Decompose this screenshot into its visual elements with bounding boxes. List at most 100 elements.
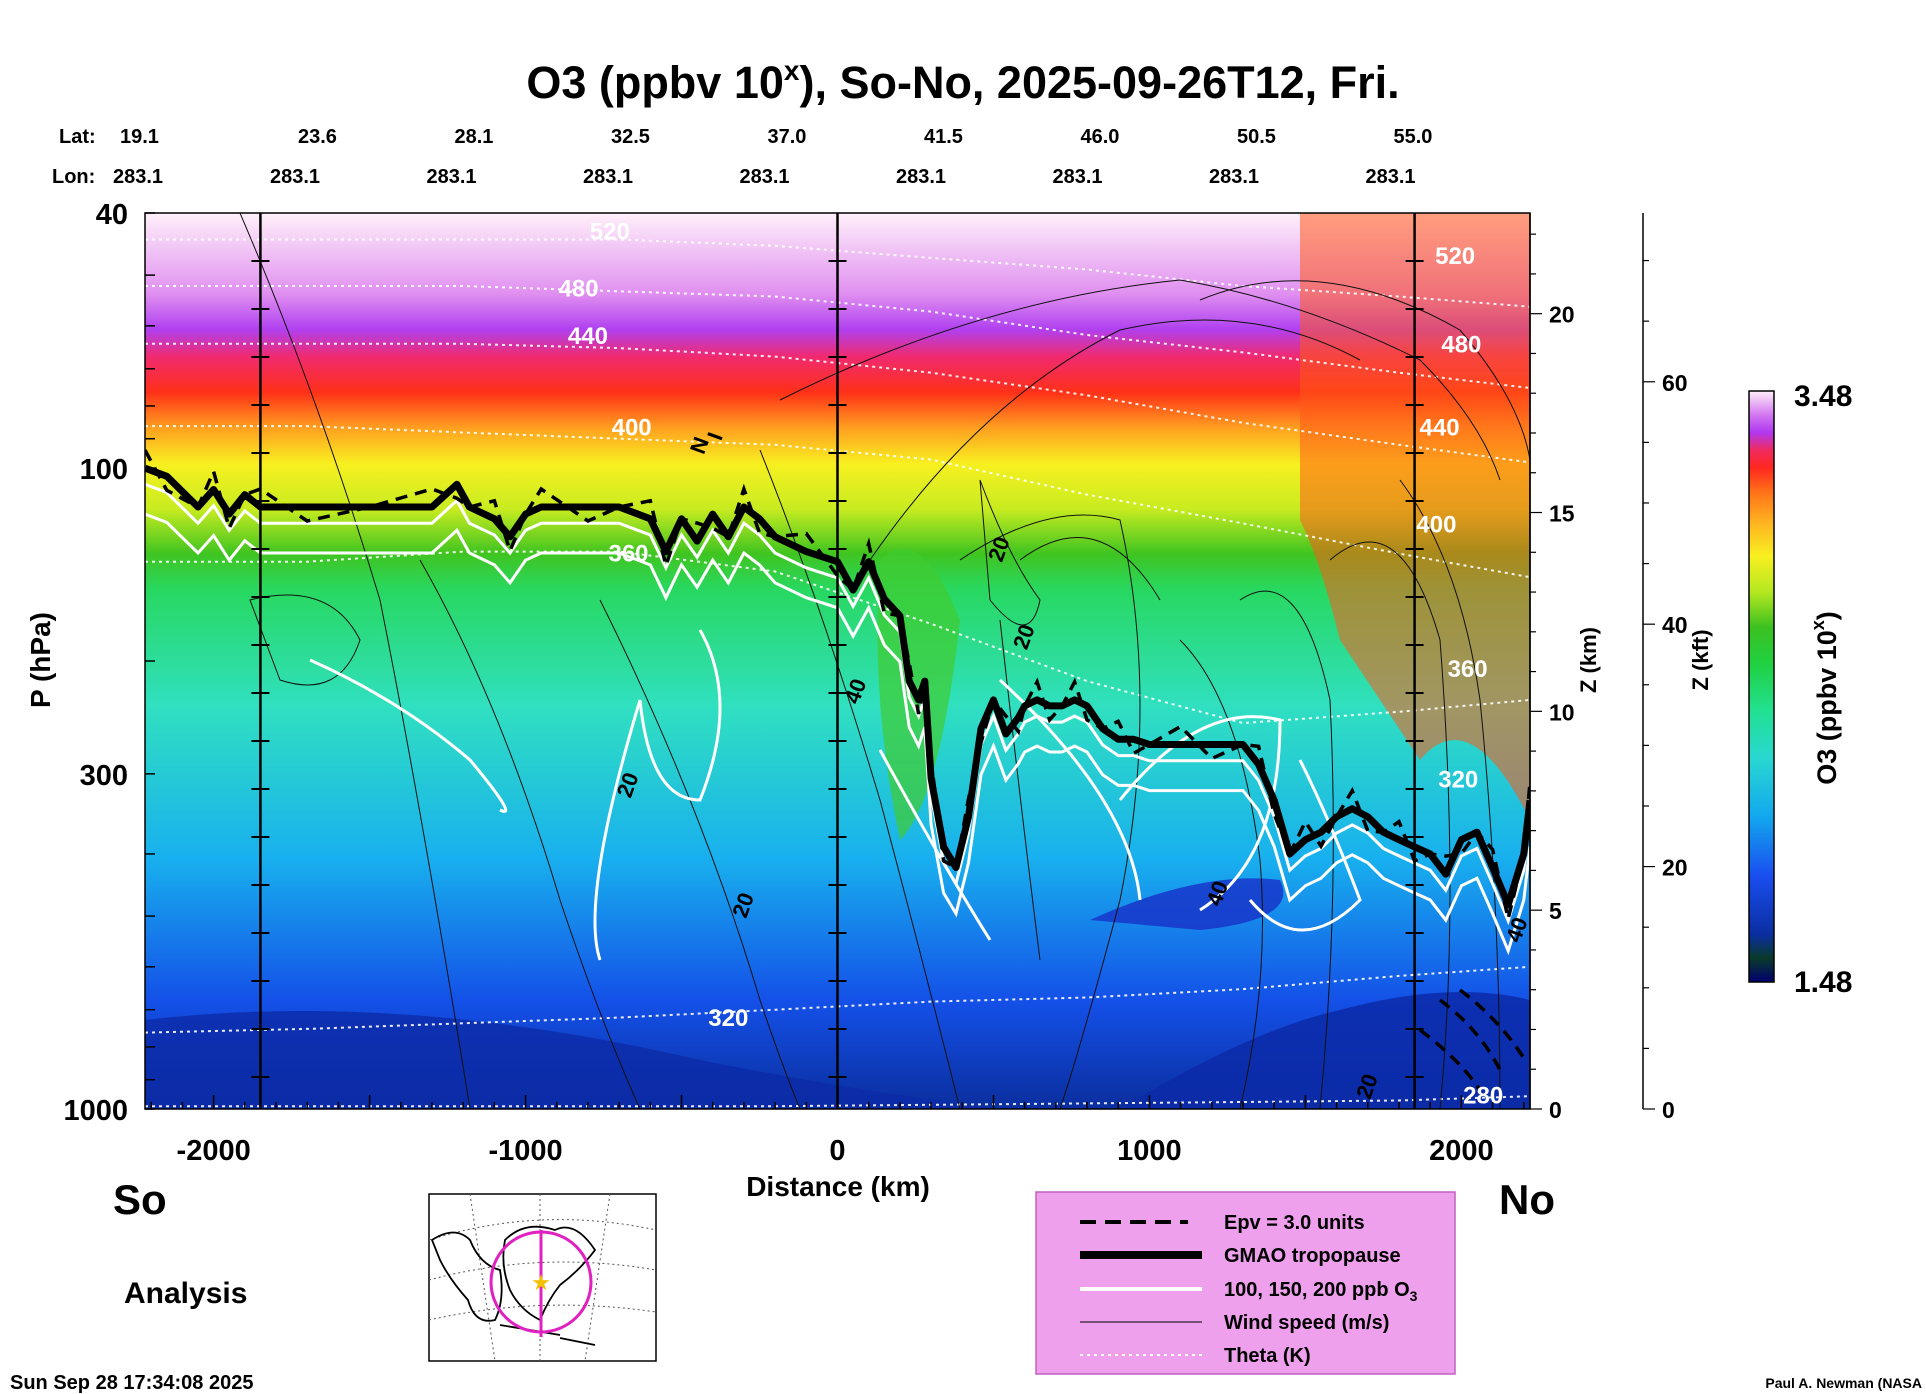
lon-value: 283.1: [740, 166, 790, 188]
z-km-tick-label: 10: [1549, 699, 1575, 725]
theta-label: 360: [1448, 656, 1488, 683]
z-kft-tick-label: 60: [1662, 370, 1688, 396]
credit: Paul A. Newman (NASA: [1765, 1375, 1922, 1391]
legend-label-tropopause: GMAO tropopause: [1224, 1245, 1401, 1267]
wind-contour-line: [1179, 639, 1263, 1109]
wind-contour-line: [239, 213, 471, 1109]
theta-label: 440: [1420, 415, 1460, 442]
theta-label: 480: [1441, 331, 1481, 358]
z-km-tick-label: 5: [1549, 898, 1562, 924]
lat-value: 37.0: [768, 126, 807, 148]
x-tick-label: 1000: [1117, 1135, 1182, 1167]
wind-contour-line: [979, 479, 1041, 626]
theta-label: 480: [559, 276, 599, 303]
y-tick-label: 300: [80, 760, 128, 792]
z-kft-tick-label: 20: [1662, 855, 1688, 881]
colorbar-max-label: 3.48: [1794, 380, 1852, 413]
x-tick-label: -1000: [488, 1135, 562, 1167]
z-kft-tick-label: 0: [1662, 1097, 1675, 1123]
chart-title: O3 (ppbv 10x), So-No, 2025-09-26T12, Fri…: [526, 55, 1399, 108]
lon-value: 283.1: [270, 166, 320, 188]
colorbar-min-label: 1.48: [1794, 966, 1852, 999]
x-tick-label: 0: [829, 1135, 845, 1167]
theta-label: 520: [590, 219, 630, 246]
wind-speed-contours: [239, 213, 1530, 1109]
lat-value: 41.5: [924, 126, 963, 148]
wind-contour-line: [599, 599, 801, 1109]
lat-value: 55.0: [1394, 126, 1433, 148]
x-axis-title: Distance (km): [746, 1171, 930, 1202]
lat-value: 32.5: [611, 126, 650, 148]
wind-contour-line: [869, 319, 1361, 561]
theta-line: [145, 550, 1530, 725]
legend: Epv = 3.0 units GMAO tropopause 100, 150…: [1035, 1191, 1456, 1375]
colorbar-title: O3 (ppbv 10x): [1808, 611, 1842, 785]
theta-label: 440: [568, 323, 608, 350]
low-ozone-pocket: [1090, 878, 1284, 930]
wind-contour-line: [249, 594, 361, 686]
z-km-tick-label: 20: [1549, 302, 1575, 328]
x-tick-label: -2000: [177, 1135, 251, 1167]
y-tick-label: 40: [96, 199, 128, 231]
lon-value: 283.1: [1209, 166, 1259, 188]
lon-value: 283.1: [583, 166, 633, 188]
wind-contour-line: [779, 279, 1501, 481]
south-label: So: [113, 1176, 167, 1223]
x-axis: -2000 -1000 0 1000 2000: [150, 1095, 1525, 1167]
z-kft-axis-title: Z (kft): [1688, 629, 1713, 690]
lat-lon-header: Lat: Lon: 19.1 23.6 28.1 32.5 37.0 41.5 46.0 50…: [52, 126, 1432, 188]
legend-label-ozone-contours: 100, 150, 200 ppb O3: [1224, 1279, 1418, 1304]
lon-value: 283.1: [896, 166, 946, 188]
lon-value: 283.1: [1366, 166, 1416, 188]
tropopause-line: [145, 464, 1530, 909]
wind-contour-line: [1199, 280, 1530, 461]
inset-map: ★: [428, 1193, 657, 1362]
tropopause-lines: [145, 449, 1530, 1091]
lon-value: 283.1: [1053, 166, 1103, 188]
north-label: No: [1499, 1176, 1555, 1223]
epv-line: [1418, 988, 1527, 1091]
x-tick-label: 2000: [1429, 1135, 1494, 1167]
wind-contour-line: [419, 559, 641, 1109]
theta-line: [145, 285, 1530, 389]
y-axis-title: P (hPa): [25, 612, 56, 708]
theta-line: [145, 238, 1530, 308]
y-tick-label: 100: [80, 454, 128, 486]
theta-line: [145, 965, 1530, 1034]
theta-label: 320: [708, 1005, 748, 1032]
z-axes: 0 5 10 15 20 0 20 40 60: [1529, 213, 1688, 1123]
ozone-contour-line: [309, 629, 1362, 961]
theta-line: [145, 425, 1530, 579]
theta-label: 400: [1416, 511, 1456, 538]
y-tick-label: 1000: [63, 1095, 128, 1127]
theta-label: 360: [608, 541, 648, 568]
lat-row-label: Lat:: [59, 126, 96, 148]
z-km-tick-label: 15: [1549, 501, 1575, 527]
lon-row-label: Lon:: [52, 166, 95, 188]
wind-contour-line: [1239, 590, 1334, 1109]
theta-label: 400: [612, 415, 652, 442]
theta-isentropes: [145, 238, 1530, 1108]
timestamp: Sun Sep 28 17:34:08 2025: [10, 1372, 253, 1394]
lat-value: 19.1: [120, 126, 159, 148]
legend-label-theta: Theta (K): [1224, 1345, 1311, 1367]
theta-label: 320: [1438, 766, 1478, 793]
low-ozone-region: [145, 1011, 1000, 1109]
map-graticule: [428, 1193, 657, 1362]
wind-contour-line: [1399, 479, 1501, 1109]
z-kft-tick-label: 40: [1662, 612, 1688, 638]
legend-label-epv: Epv = 3.0 units: [1224, 1212, 1365, 1234]
analysis-label: Analysis: [124, 1277, 247, 1310]
lat-value: 23.6: [298, 126, 337, 148]
map-star-icon: ★: [531, 1270, 551, 1295]
lon-value: 283.1: [113, 166, 163, 188]
colorbar-scale: [1748, 390, 1775, 983]
theta-labels: 520 480 440 400 360 320 520 480 440 400 360 320 280: [559, 219, 1504, 1110]
theta-label: 280: [1463, 1082, 1503, 1109]
wind-contour-line: [959, 514, 1141, 1109]
wind-contour-line: [1329, 541, 1451, 1109]
lat-value: 46.0: [1081, 126, 1120, 148]
cross-section-plot: 520480440400360320520480440400360320280 …: [63, 199, 1687, 1167]
colorbar: 3.48 1.48 O3 (ppbv 10x): [1748, 380, 1852, 999]
